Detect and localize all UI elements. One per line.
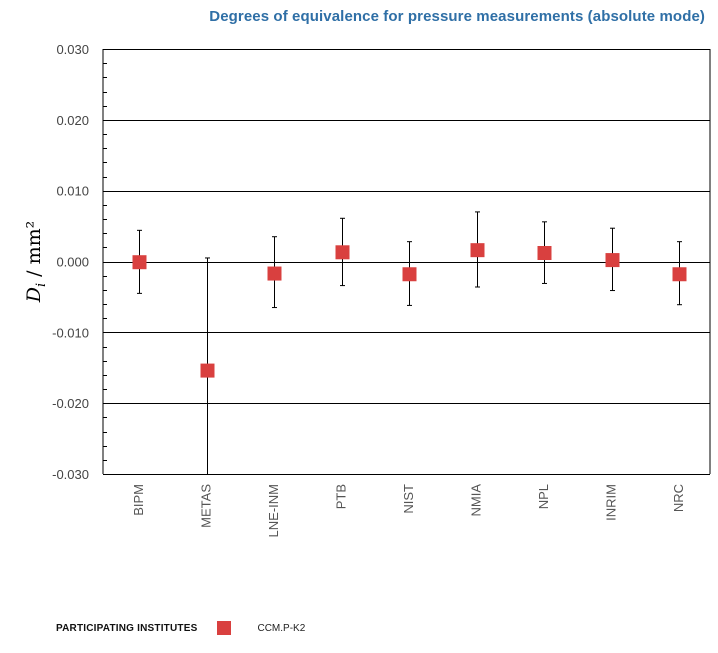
y-tick-label: 0.000 xyxy=(56,255,89,270)
point-layer xyxy=(132,243,687,378)
y-tick-layer: 0.030 0.020 0.010 0.000 -0.010 -0.020 -0.030 xyxy=(52,42,89,482)
legend-swatch xyxy=(217,621,232,635)
x-tick-label: INRIM xyxy=(604,484,619,521)
data-point xyxy=(470,243,485,258)
x-tick-label: NMIA xyxy=(469,484,484,517)
data-point xyxy=(200,363,215,378)
data-point xyxy=(402,267,417,282)
y-axis-label-layer: Di / mm² xyxy=(23,221,49,304)
x-tick-label: METAS xyxy=(199,484,214,528)
data-point xyxy=(537,246,552,260)
data-point xyxy=(335,245,350,260)
data-point xyxy=(132,255,147,270)
y-tick-label: -0.030 xyxy=(52,467,89,482)
x-tick-layer: BIPM METAS LNE-INM PTB NIST NMIA NPL INRIM NRC xyxy=(131,484,686,538)
error-bar-layer xyxy=(137,211,682,474)
x-tick-label: LNE-INM xyxy=(266,484,281,537)
y-tick-label: 0.020 xyxy=(56,113,89,128)
x-tick-label: NIST xyxy=(401,484,416,514)
x-tick-label: BIPM xyxy=(131,484,146,516)
legend-heading: PARTICIPATING INSTITUTES xyxy=(56,622,198,634)
data-point xyxy=(672,267,687,282)
y-tick-label: -0.010 xyxy=(52,325,89,340)
y-tick-label: -0.020 xyxy=(52,396,89,411)
grid-layer xyxy=(102,49,711,475)
y-tick-label: 0.010 xyxy=(56,184,89,199)
data-point xyxy=(605,253,620,268)
x-tick-label: NPL xyxy=(536,484,551,509)
y-axis-label: Di / mm² xyxy=(23,221,49,304)
legend: PARTICIPATING INSTITUTES CCM.P-K2 xyxy=(56,619,305,637)
data-point xyxy=(267,266,282,281)
x-tick-label: PTB xyxy=(334,484,349,509)
y-tick-label: 0.030 xyxy=(56,42,89,57)
chart-title: Degrees of equivalence for pressure meas… xyxy=(209,8,705,25)
legend-series-label: CCM.P-K2 xyxy=(257,622,306,634)
x-tick-label: NRC xyxy=(671,484,686,512)
